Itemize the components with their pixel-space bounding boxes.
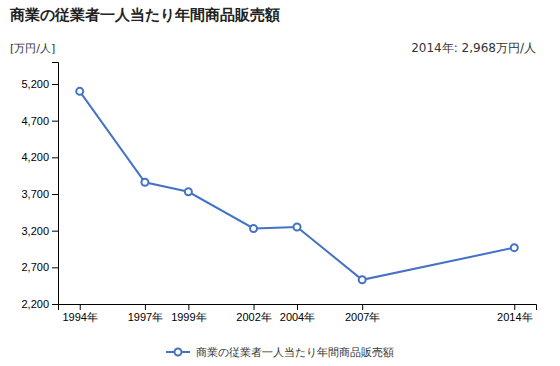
y-tick-mark <box>52 231 58 232</box>
y-axis: 2,200 2,700 3,200 3,700 4,200 4,700 5,200 <box>21 63 58 311</box>
y-tick-mark <box>52 121 58 122</box>
y-tick-label: 4,700 <box>21 115 49 127</box>
y-tick-mark <box>52 304 58 305</box>
x-tick-label: 2004年 <box>280 311 315 323</box>
point <box>250 225 257 232</box>
y-tick-mark <box>52 84 58 85</box>
x-tick-label: 2007年 <box>345 311 380 323</box>
y-tick: 3,200 <box>21 225 58 237</box>
y-tick-label: 3,700 <box>21 188 49 200</box>
x-tick-mark <box>188 304 189 310</box>
x-tick-mark <box>254 304 255 310</box>
x-tick: 2004年 <box>280 304 315 323</box>
x-tick-mark <box>362 304 363 310</box>
x-axis: 1994年 1997年 1999年 2002年 2004年 2007年 2014年 <box>59 304 537 323</box>
point <box>141 179 148 186</box>
y-tick-label: 2,700 <box>21 261 49 273</box>
x-tick: 1999年 <box>171 304 206 323</box>
y-tick-label: 4,200 <box>21 151 49 163</box>
point <box>76 88 83 95</box>
x-tick: 1994年 <box>62 304 97 323</box>
point <box>294 224 301 231</box>
x-tick-label: 1997年 <box>128 311 163 323</box>
y-axis-label: [万円/人] <box>10 42 55 55</box>
y-tick-label: 2,200 <box>21 298 49 310</box>
x-tick-mark <box>514 304 515 310</box>
x-tick: 1997年 <box>128 304 163 323</box>
point <box>359 276 366 283</box>
y-tick: 3,700 <box>21 188 58 200</box>
line <box>80 91 515 279</box>
x-tick-label: 1999年 <box>171 311 206 323</box>
y-tick: 2,700 <box>21 261 58 273</box>
point <box>185 188 192 195</box>
x-tick: 2002年 <box>236 304 271 323</box>
y-tick-mark <box>52 194 58 195</box>
legend-item: 商業の従業者一人当たり年間商品販売額 <box>166 346 394 359</box>
plot: [万円/人] 2014年: 2,968万円/人 1994年 1997年 1999年 200… <box>10 41 537 323</box>
y-tick-mark <box>52 267 58 268</box>
chart-container: 商業の従業者一人当たり年間商品販売額 [万円/人] 2014年: 2,968万円/人… <box>0 0 560 366</box>
legend: 商業の従業者一人当たり年間商品販売額 <box>166 346 394 359</box>
y-axis-line <box>52 63 59 305</box>
x-tick-mark <box>145 304 146 310</box>
y-tick: 4,700 <box>21 115 58 127</box>
annotation: 2014年: 2,968万円/人 <box>411 41 536 55</box>
chart-svg: 商業の従業者一人当たり年間商品販売額 [万円/人] 2014年: 2,968万円/人… <box>0 0 560 366</box>
x-tick-label: 2002年 <box>236 311 271 323</box>
point <box>511 244 518 251</box>
legend-marker <box>175 349 182 356</box>
x-tick-label: 2014年 <box>497 311 532 323</box>
x-tick: 2014年 <box>497 304 532 323</box>
x-tick-mark <box>80 304 81 310</box>
x-axis-line <box>59 305 537 311</box>
y-tick: 2,200 <box>21 298 58 310</box>
y-tick-mark <box>52 157 58 158</box>
y-tick-label: 3,200 <box>21 225 49 237</box>
title: 商業の従業者一人当たり年間商品販売額 <box>9 6 280 24</box>
x-tick-mark <box>297 304 298 310</box>
y-tick: 5,200 <box>21 78 58 90</box>
y-tick-label: 5,200 <box>21 78 49 90</box>
x-tick-label: 1994年 <box>62 311 97 323</box>
y-tick: 4,200 <box>21 151 58 163</box>
x-tick: 2007年 <box>345 304 380 323</box>
marks <box>76 88 518 283</box>
legend-label: 商業の従業者一人当たり年間商品販売額 <box>196 346 394 359</box>
